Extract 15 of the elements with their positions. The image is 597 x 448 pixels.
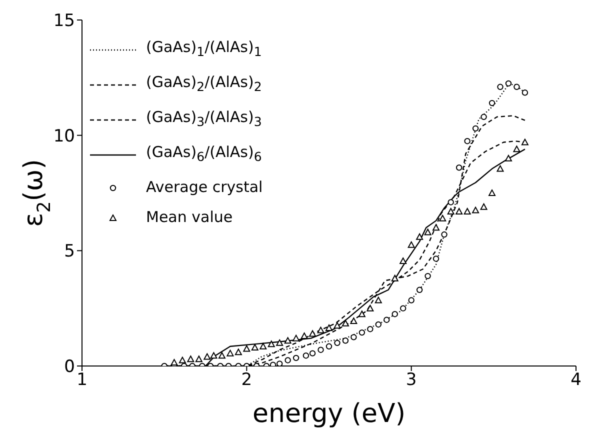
y-tick-label: 0 (64, 357, 75, 378)
y-tick-label: 15 (53, 11, 75, 32)
y-tick-label: 5 (64, 242, 75, 262)
legend-label: (GaAs)$_{2}$/(AlAs)$_{2}$ (146, 72, 262, 96)
legend-label: (GaAs)$_{1}$/(AlAs)$_{1}$ (146, 37, 262, 61)
x-tick-label: 2 (241, 370, 252, 390)
x-tick-label: 1 (76, 370, 88, 390)
y-tick-label: 10 (53, 126, 75, 146)
legend-label: Average crystal (146, 177, 263, 198)
legend-label: Mean value (146, 207, 233, 228)
x-tick-label: 4 (570, 370, 582, 390)
x-axis-title: energy (eV) (252, 399, 406, 429)
x-tick-label: 3 (406, 370, 417, 390)
legend-label: (GaAs)$_{3}$/(AlAs)$_{3}$ (146, 107, 262, 131)
legend-label: (GaAs)$_{6}$/(AlAs)$_{6}$ (146, 142, 262, 166)
